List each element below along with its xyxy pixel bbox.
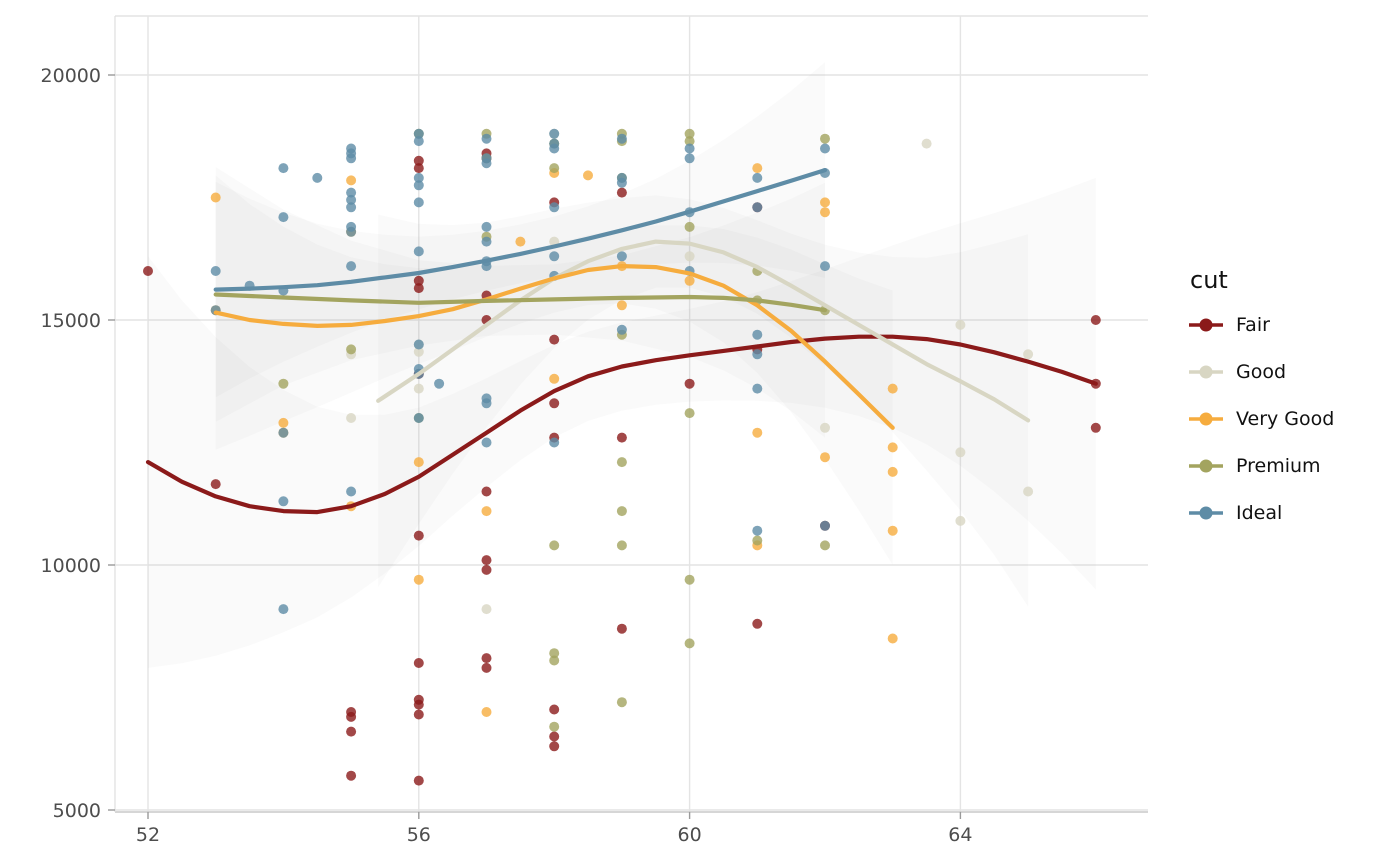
- y-tick-label: 20000: [41, 65, 101, 87]
- legend-key-premium-icon: [1189, 459, 1223, 473]
- legend-item-fair: Fair: [1188, 314, 1334, 336]
- y-tick-label: 15000: [41, 310, 101, 332]
- gridlines: [115, 15, 1148, 812]
- data-points: [143, 128, 1101, 786]
- smooth-line-premium: [213, 292, 828, 313]
- legend-label-premium: Premium: [1236, 455, 1321, 477]
- legend: cut Fair Good Very Good Premium Ideal: [1188, 266, 1334, 549]
- smooth-line-very-good: [213, 264, 895, 430]
- x-tick-label: 56: [407, 824, 431, 846]
- smooth-line-fair: [145, 334, 1098, 515]
- legend-key-very-good-icon: [1189, 412, 1223, 426]
- axes: 52 56 60 64 5000 10000 15000 20000: [41, 16, 1148, 846]
- smooth-line-ideal: [213, 168, 828, 292]
- legend-item-ideal: Ideal: [1188, 502, 1334, 524]
- y-tick-label: 5000: [53, 800, 101, 822]
- legend-label-ideal: Ideal: [1236, 502, 1283, 524]
- legend-item-premium: Premium: [1188, 455, 1334, 477]
- legend-key-ideal-icon: [1189, 506, 1223, 520]
- smooth-lines: [145, 168, 1098, 515]
- legend-item-very-good: Very Good: [1188, 408, 1334, 430]
- legend-items: Fair Good Very Good Premium Ideal: [1188, 314, 1334, 524]
- legend-key-good-icon: [1189, 365, 1223, 379]
- legend-label-fair: Fair: [1236, 314, 1270, 336]
- legend-label-very-good: Very Good: [1236, 408, 1335, 430]
- x-tick-label: 60: [678, 824, 702, 846]
- x-tick-label: 64: [948, 824, 972, 846]
- x-tick-label: 52: [136, 824, 160, 846]
- legend-item-good: Good: [1188, 361, 1334, 383]
- points-ideal: [210, 128, 830, 615]
- y-tick-label: 10000: [41, 555, 101, 577]
- legend-title: cut: [1190, 266, 1228, 294]
- legend-key-fair-icon: [1189, 318, 1223, 332]
- smooth-line-good: [376, 239, 1031, 423]
- legend-label-good: Good: [1236, 361, 1287, 383]
